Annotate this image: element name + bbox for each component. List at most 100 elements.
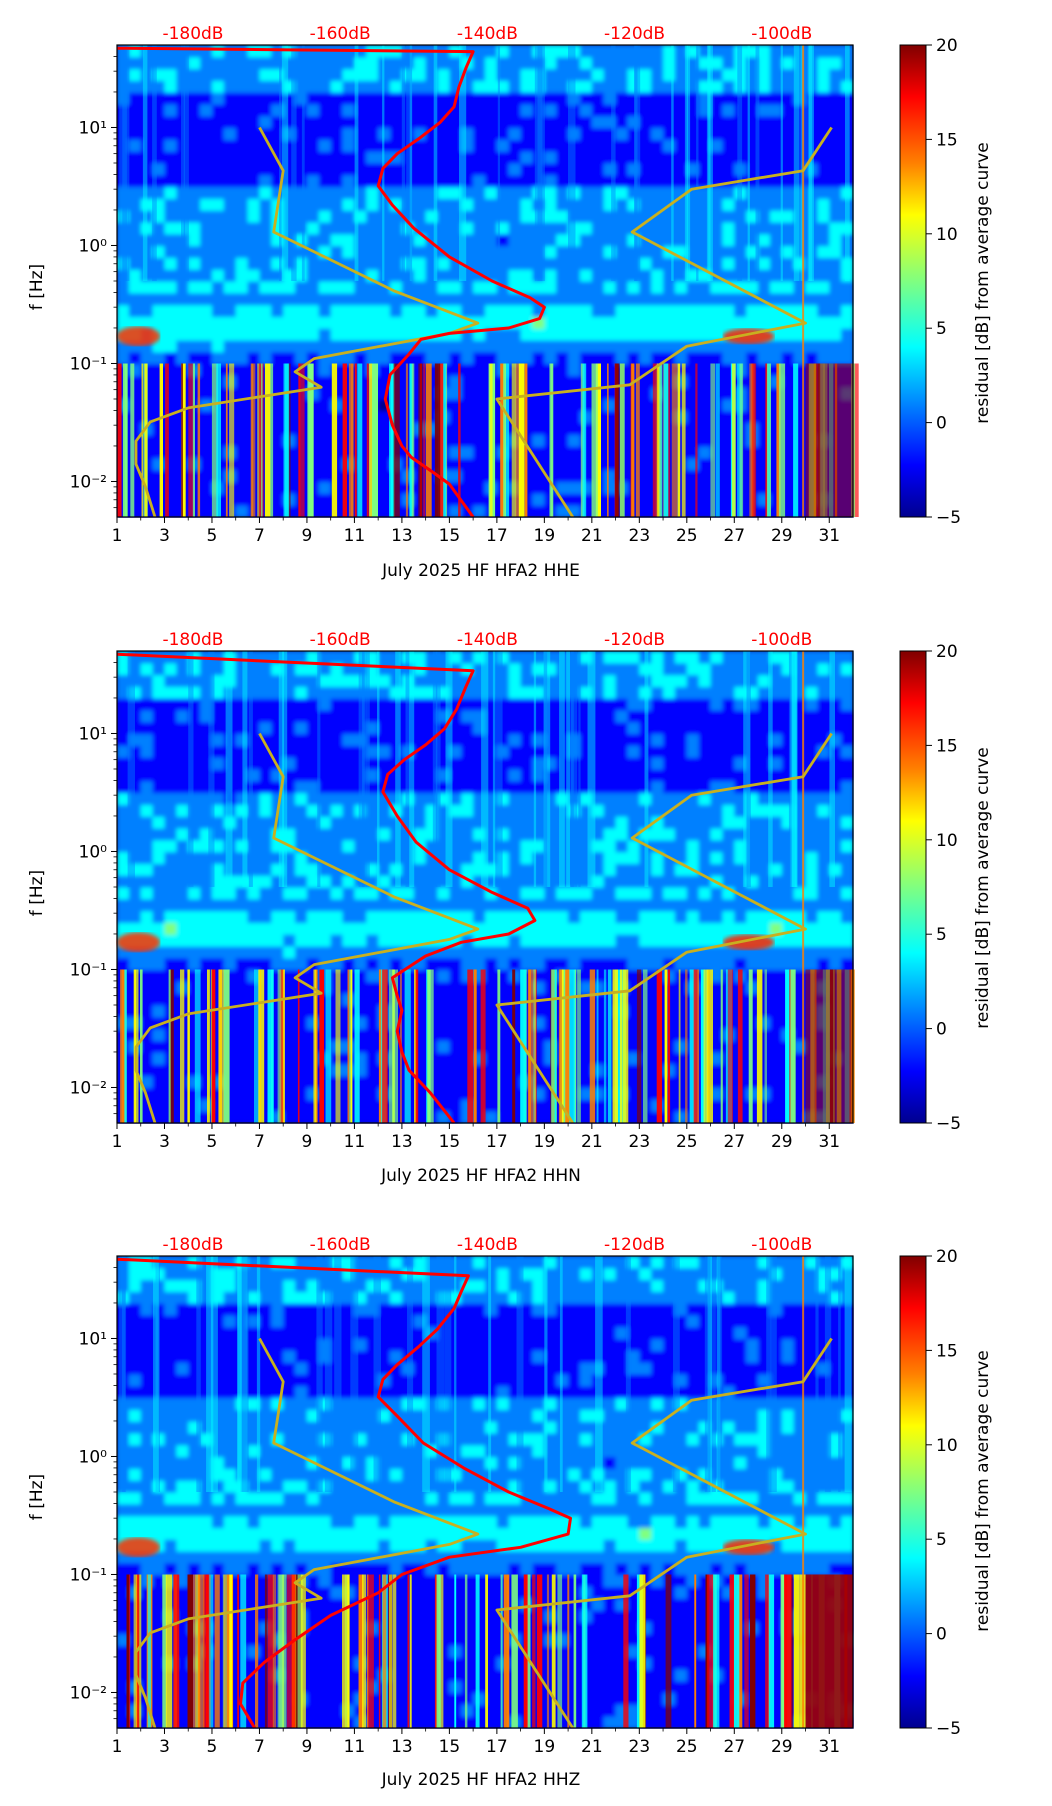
spectrogram-cell bbox=[366, 328, 379, 341]
spectrogram-cell bbox=[722, 92, 735, 105]
spectrogram-cell bbox=[508, 351, 522, 365]
spectrogram-cell bbox=[627, 316, 640, 329]
spectrogram-cell bbox=[698, 505, 712, 518]
spectrogram-cell bbox=[437, 957, 450, 971]
spectrogram-cell bbox=[223, 257, 237, 270]
spectrogram-cell bbox=[271, 505, 284, 518]
spectrogram-streak bbox=[731, 363, 736, 517]
spectrogram-cell bbox=[223, 887, 237, 900]
spectrogram-cell bbox=[413, 792, 427, 805]
spectrogram-cell bbox=[580, 957, 593, 971]
spectrogram-cell bbox=[366, 222, 379, 235]
spectrogram-cell bbox=[188, 56, 201, 70]
spectrogram-cell bbox=[437, 139, 450, 152]
spectrogram-cell bbox=[259, 222, 272, 235]
spectrogram-cell bbox=[698, 710, 712, 723]
spectrogram-cell bbox=[366, 139, 379, 152]
spectrogram-cell bbox=[758, 80, 771, 93]
spectrogram-cell bbox=[413, 828, 427, 841]
spectrogram-cell bbox=[461, 351, 474, 365]
spectrogram-streak bbox=[739, 363, 744, 517]
spectrogram-cell bbox=[532, 887, 545, 900]
spectrogram-cell bbox=[200, 304, 213, 317]
spectrogram-cell bbox=[188, 934, 201, 947]
spectrogram-cell bbox=[603, 828, 617, 841]
spectrogram-cell bbox=[769, 340, 783, 353]
spectrogram-cell bbox=[556, 163, 569, 176]
spectrogram-cell bbox=[295, 316, 308, 329]
db-scale-label: -140dB bbox=[457, 24, 518, 44]
spectrogram-cell bbox=[318, 898, 332, 912]
spectrogram-cell bbox=[532, 340, 545, 353]
spectrogram-cell bbox=[793, 351, 807, 365]
spectrogram-cell bbox=[200, 910, 213, 923]
spectrogram-cell bbox=[223, 340, 237, 353]
spectrogram-cell bbox=[651, 328, 664, 341]
spectrogram-cell bbox=[568, 922, 581, 935]
spectrogram-cell bbox=[781, 257, 795, 270]
spectrogram-cell bbox=[247, 292, 261, 306]
spectrogram-cell bbox=[235, 127, 249, 140]
spectrogram-cell bbox=[686, 910, 700, 923]
spectrogram-cell bbox=[829, 174, 842, 188]
spectrogram-cell bbox=[686, 887, 700, 900]
spectrogram-cell bbox=[152, 1087, 166, 1100]
spectrogram-cell bbox=[485, 80, 498, 93]
spectrogram-cell bbox=[627, 946, 640, 959]
spectrogram-cell bbox=[235, 399, 249, 412]
spectrogram-cell bbox=[508, 828, 522, 841]
spectrogram-cell bbox=[781, 56, 795, 70]
spectrogram-cell bbox=[591, 68, 605, 81]
spectrogram-cell bbox=[342, 328, 355, 341]
spectrogram-cell bbox=[544, 139, 557, 152]
spectrogram-cell bbox=[758, 910, 771, 923]
spectrogram-cell bbox=[485, 92, 498, 105]
spectrogram-cell bbox=[259, 757, 272, 770]
spectrogram-cell bbox=[437, 151, 450, 164]
spectrogram-cell bbox=[176, 733, 189, 746]
spectrogram-cell bbox=[651, 745, 664, 758]
spectrogram-cell bbox=[520, 340, 534, 353]
spectrogram-cell bbox=[556, 434, 569, 447]
spectrogram-cell bbox=[318, 281, 332, 294]
spectrogram-cell bbox=[295, 1040, 308, 1053]
spectrogram-cell bbox=[188, 186, 201, 199]
spectrogram-cell bbox=[247, 910, 261, 923]
spectrogram-cell bbox=[176, 674, 189, 687]
spectrogram-cell bbox=[128, 139, 142, 152]
spectrogram-cell bbox=[283, 1016, 296, 1030]
spectrogram-cell bbox=[603, 780, 617, 794]
spectrogram-cell bbox=[627, 292, 640, 306]
spectrogram-cell bbox=[366, 115, 379, 129]
spectrogram-cell bbox=[591, 104, 605, 117]
spectrogram-cell bbox=[140, 957, 154, 971]
spectrogram-streak bbox=[550, 363, 554, 517]
spectrogram-cell bbox=[568, 469, 581, 483]
spectrogram-cell bbox=[235, 1099, 249, 1112]
spectrogram-cell bbox=[496, 340, 510, 353]
spectrogram-cell bbox=[235, 304, 249, 317]
spectrogram-cell bbox=[544, 233, 557, 247]
spectrogram-cell bbox=[295, 1016, 308, 1030]
spectrogram-cell bbox=[330, 910, 344, 923]
spectrogram-cell bbox=[568, 887, 581, 900]
spectrogram-cell bbox=[603, 351, 617, 365]
spectrogram-cell bbox=[200, 163, 213, 176]
spectrogram-cell bbox=[473, 898, 486, 912]
spectrogram-cell bbox=[556, 281, 569, 294]
spectrogram-cell bbox=[615, 68, 629, 81]
spectrogram-cell bbox=[401, 316, 415, 329]
spectrogram-cell bbox=[556, 186, 569, 199]
spectrogram-cell bbox=[615, 674, 629, 687]
spectrogram-cell bbox=[295, 698, 308, 711]
spectrogram-cell bbox=[449, 898, 462, 912]
spectrogram-cell bbox=[176, 804, 189, 817]
spectrogram-cell bbox=[698, 410, 712, 424]
spectrogram-cell bbox=[686, 662, 700, 676]
spectrogram-cell bbox=[461, 698, 474, 711]
spectrogram-cell bbox=[271, 446, 284, 459]
spectrogram-cell bbox=[378, 127, 391, 140]
spectrogram-cell bbox=[639, 934, 652, 947]
spectrogram-cell bbox=[674, 910, 688, 923]
